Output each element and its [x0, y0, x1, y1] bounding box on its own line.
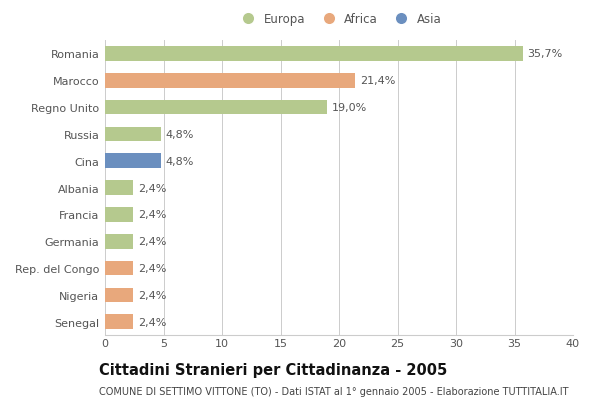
Bar — [105, 101, 328, 115]
Text: 35,7%: 35,7% — [527, 49, 563, 59]
Bar — [105, 154, 161, 169]
Bar — [105, 315, 133, 329]
Text: 2,4%: 2,4% — [138, 317, 166, 327]
Bar — [105, 234, 133, 249]
Bar — [105, 47, 523, 62]
Bar — [105, 288, 133, 303]
Text: COMUNE DI SETTIMO VITTONE (TO) - Dati ISTAT al 1° gennaio 2005 - Elaborazione TU: COMUNE DI SETTIMO VITTONE (TO) - Dati IS… — [99, 387, 569, 396]
Bar — [105, 74, 355, 88]
Bar — [105, 207, 133, 222]
Text: Cittadini Stranieri per Cittadinanza - 2005: Cittadini Stranieri per Cittadinanza - 2… — [99, 362, 447, 377]
Text: 2,4%: 2,4% — [138, 290, 166, 300]
Legend: Europa, Africa, Asia: Europa, Africa, Asia — [232, 9, 446, 31]
Text: 19,0%: 19,0% — [332, 103, 367, 113]
Text: 2,4%: 2,4% — [138, 263, 166, 274]
Bar — [105, 181, 133, 196]
Text: 2,4%: 2,4% — [138, 237, 166, 247]
Text: 4,8%: 4,8% — [166, 156, 194, 166]
Text: 2,4%: 2,4% — [138, 210, 166, 220]
Text: 2,4%: 2,4% — [138, 183, 166, 193]
Text: 21,4%: 21,4% — [360, 76, 395, 86]
Text: 4,8%: 4,8% — [166, 130, 194, 139]
Bar — [105, 261, 133, 276]
Bar — [105, 127, 161, 142]
